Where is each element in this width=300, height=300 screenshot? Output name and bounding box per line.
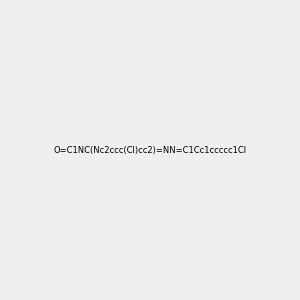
Text: O=C1NC(Nc2ccc(Cl)cc2)=NN=C1Cc1ccccc1Cl: O=C1NC(Nc2ccc(Cl)cc2)=NN=C1Cc1ccccc1Cl xyxy=(53,146,247,154)
